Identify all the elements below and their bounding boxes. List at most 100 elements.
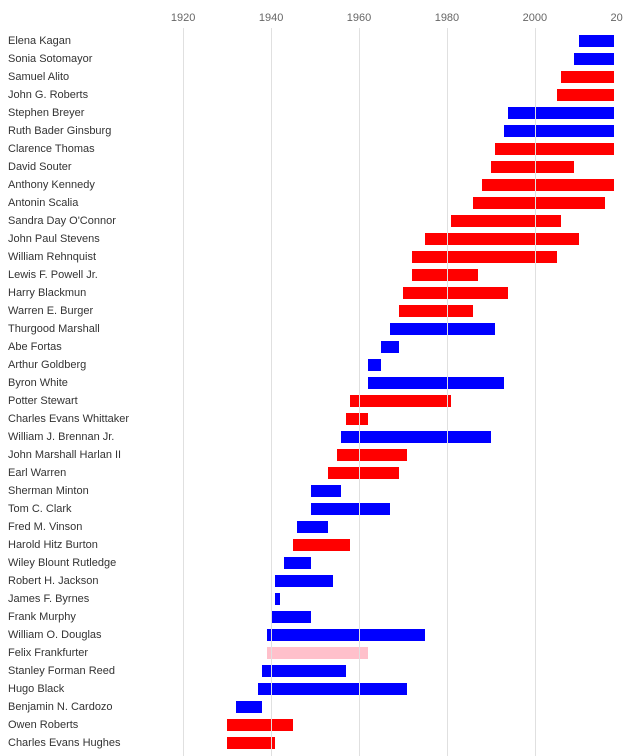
- justice-name-label: William O. Douglas: [8, 626, 143, 644]
- justice-name-label: Samuel Alito: [8, 68, 143, 86]
- timeline-row: Byron White: [0, 374, 623, 392]
- tenure-bar: [368, 359, 381, 371]
- gridline: [359, 28, 360, 756]
- justice-name-label: Byron White: [8, 374, 143, 392]
- timeline-row: Elena Kagan: [0, 32, 623, 50]
- justice-name-label: Clarence Thomas: [8, 140, 143, 158]
- timeline-row: Owen Roberts: [0, 716, 623, 734]
- tenure-bar: [403, 287, 509, 299]
- tenure-bar: [495, 143, 614, 155]
- timeline-row: Benjamin N. Cardozo: [0, 698, 623, 716]
- x-axis-tick: 2000: [523, 12, 547, 24]
- justice-name-label: Robert H. Jackson: [8, 572, 143, 590]
- timeline-row: William Rehnquist: [0, 248, 623, 266]
- justice-name-label: Stephen Breyer: [8, 104, 143, 122]
- tenure-bar: [271, 611, 311, 623]
- timeline-row: John G. Roberts: [0, 86, 623, 104]
- timeline-row: Potter Stewart: [0, 392, 623, 410]
- justice-name-label: Harold Hitz Burton: [8, 536, 143, 554]
- timeline-row: Sandra Day O'Connor: [0, 212, 623, 230]
- timeline-row: Clarence Thomas: [0, 140, 623, 158]
- timeline-row: Anthony Kennedy: [0, 176, 623, 194]
- x-axis-tick: 1980: [435, 12, 459, 24]
- timeline-row: David Souter: [0, 158, 623, 176]
- timeline-row: Robert H. Jackson: [0, 572, 623, 590]
- timeline-row: Earl Warren: [0, 464, 623, 482]
- justice-name-label: Sandra Day O'Connor: [8, 212, 143, 230]
- justice-name-label: John Paul Stevens: [8, 230, 143, 248]
- timeline-row: John Marshall Harlan II: [0, 446, 623, 464]
- tenure-bar: [412, 269, 478, 281]
- timeline-row: Sherman Minton: [0, 482, 623, 500]
- justice-name-label: Anthony Kennedy: [8, 176, 143, 194]
- tenure-bar: [275, 575, 332, 587]
- timeline-row: Charles Evans Hughes: [0, 734, 623, 752]
- justice-name-label: Wiley Blount Rutledge: [8, 554, 143, 572]
- gridline: [535, 28, 536, 756]
- justice-name-label: Hugo Black: [8, 680, 143, 698]
- timeline-row: Harold Hitz Burton: [0, 536, 623, 554]
- tenure-bar: [574, 53, 614, 65]
- justice-name-label: Sherman Minton: [8, 482, 143, 500]
- timeline-row: Fred M. Vinson: [0, 518, 623, 536]
- tenure-bar: [311, 485, 342, 497]
- timeline-row: Thurgood Marshall: [0, 320, 623, 338]
- x-axis-tick: 1940: [259, 12, 283, 24]
- justice-name-label: Benjamin N. Cardozo: [8, 698, 143, 716]
- tenure-bar: [293, 539, 350, 551]
- timeline-row: Arthur Goldberg: [0, 356, 623, 374]
- justice-name-label: William J. Brennan Jr.: [8, 428, 143, 446]
- justice-name-label: John G. Roberts: [8, 86, 143, 104]
- justice-name-label: Tom C. Clark: [8, 500, 143, 518]
- tenure-bar: [297, 521, 328, 533]
- justice-name-label: Lewis F. Powell Jr.: [8, 266, 143, 284]
- timeline-row: Abe Fortas: [0, 338, 623, 356]
- justice-name-label: Sonia Sotomayor: [8, 50, 143, 68]
- justice-name-label: John Marshall Harlan II: [8, 446, 143, 464]
- justice-name-label: Potter Stewart: [8, 392, 143, 410]
- timeline-row: Wiley Blount Rutledge: [0, 554, 623, 572]
- tenure-bar: [473, 197, 605, 209]
- justice-name-label: William Rehnquist: [8, 248, 143, 266]
- tenure-bar: [579, 35, 614, 47]
- timeline-row: Felix Frankfurter: [0, 644, 623, 662]
- justice-name-label: Thurgood Marshall: [8, 320, 143, 338]
- tenure-bar: [368, 377, 504, 389]
- justice-name-label: Frank Murphy: [8, 608, 143, 626]
- tenure-bar: [561, 71, 614, 83]
- tenure-bar: [267, 629, 425, 641]
- plot-area: Elena KaganSonia SotomayorSamuel AlitoJo…: [0, 28, 623, 756]
- gridline: [271, 28, 272, 756]
- tenure-bar: [491, 161, 575, 173]
- tenure-bar: [350, 395, 451, 407]
- tenure-bar: [258, 683, 407, 695]
- tenure-bar: [557, 89, 614, 101]
- tenure-bar: [227, 737, 275, 749]
- tenure-bar: [451, 215, 561, 227]
- tenure-bar: [337, 449, 407, 461]
- timeline-row: Ruth Bader Ginsburg: [0, 122, 623, 140]
- x-axis-tick: 1920: [171, 12, 195, 24]
- tenure-bar: [236, 701, 262, 713]
- timeline-row: William J. Brennan Jr.: [0, 428, 623, 446]
- justice-name-label: Charles Evans Hughes: [8, 734, 143, 752]
- justice-name-label: Abe Fortas: [8, 338, 143, 356]
- timeline-row: Lewis F. Powell Jr.: [0, 266, 623, 284]
- justice-name-label: Warren E. Burger: [8, 302, 143, 320]
- justice-name-label: Elena Kagan: [8, 32, 143, 50]
- tenure-bar: [346, 413, 368, 425]
- tenure-bar: [390, 323, 496, 335]
- timeline-row: Antonin Scalia: [0, 194, 623, 212]
- timeline-row: Stanley Forman Reed: [0, 662, 623, 680]
- timeline-row: Charles Evans Whittaker: [0, 410, 623, 428]
- justice-name-label: James F. Byrnes: [8, 590, 143, 608]
- justice-name-label: Stanley Forman Reed: [8, 662, 143, 680]
- tenure-bar: [311, 503, 390, 515]
- x-axis-tick: 1960: [347, 12, 371, 24]
- tenure-bar: [504, 125, 614, 137]
- tenure-bar: [399, 305, 474, 317]
- tenure-bar: [341, 431, 490, 443]
- timeline-row: William O. Douglas: [0, 626, 623, 644]
- tenure-bar: [227, 719, 293, 731]
- timeline-row: Hugo Black: [0, 680, 623, 698]
